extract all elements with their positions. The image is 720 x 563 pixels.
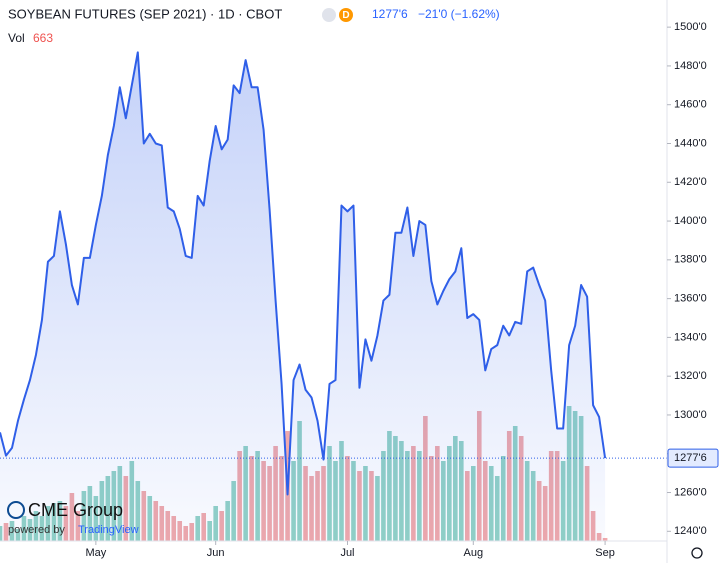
badge: D: [342, 10, 349, 21]
logo-icon: [7, 501, 25, 519]
chart-title: SOYBEAN FUTURES (SEP 2021) · 1D · CBOT: [8, 6, 282, 21]
y-tick-label: 1320'0: [674, 370, 707, 382]
y-tick-label: 1380'0: [674, 254, 707, 266]
y-tick-label: 1360'0: [674, 293, 707, 305]
y-tick-label: 1300'0: [674, 409, 707, 421]
last-price-axis-label: 1277'6: [674, 452, 707, 464]
y-tick-label: 1500'0: [674, 21, 707, 33]
volume-name: Vol: [8, 31, 25, 45]
y-tick-label: 1440'0: [674, 137, 707, 149]
change: −21'0 (−1.62%): [418, 7, 500, 21]
x-tick-label: Aug: [463, 547, 483, 559]
settings-icon[interactable]: [691, 547, 703, 559]
y-tick-label: 1480'0: [674, 60, 707, 72]
platform: TradingView: [78, 524, 139, 536]
area-fill: [0, 52, 606, 541]
price-line: [0, 51, 607, 496]
x-tick-label: Sep: [595, 547, 615, 559]
x-tick-label: May: [85, 547, 106, 559]
x-tick-label: Jun: [207, 547, 225, 559]
y-tick-label: 1420'0: [674, 176, 707, 188]
last-price: 1277'6: [372, 7, 408, 21]
y-tick-label: 1340'0: [674, 331, 707, 343]
last-price-badge: [667, 448, 719, 468]
volume-bar: [602, 537, 608, 541]
brand-name: CME Group: [28, 500, 123, 520]
y-tick-label: 1240'0: [674, 525, 707, 537]
y-tick-label: 1400'0: [674, 215, 707, 227]
icon[interactable]: [322, 8, 336, 22]
y-tick-label: 1260'0: [674, 486, 707, 498]
x-tick-label: Jul: [340, 547, 354, 559]
powered-by: powered by: [8, 524, 65, 536]
volume-last: 663: [33, 31, 53, 45]
y-tick-label: 1460'0: [674, 99, 707, 111]
badge-icon[interactable]: [339, 8, 353, 22]
